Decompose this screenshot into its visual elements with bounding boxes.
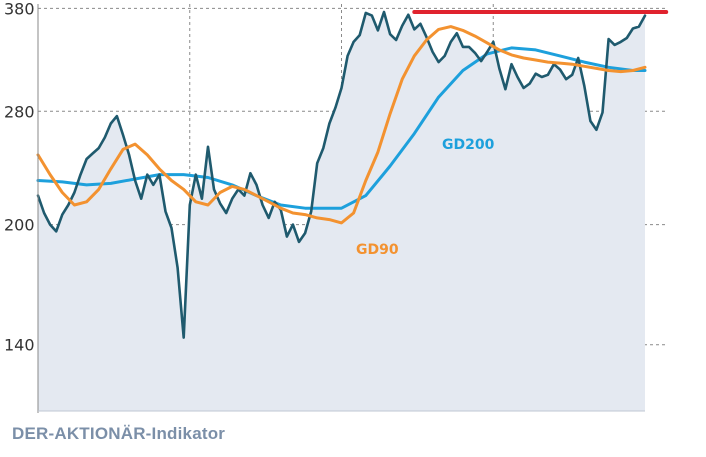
y-tick-label: 140 — [4, 336, 35, 355]
y-tick-label: 200 — [4, 216, 35, 235]
price-line — [36, 10, 647, 339]
series-lines — [36, 10, 669, 339]
y-tick-label: 380 — [4, 0, 35, 18]
y-tick-label: 280 — [4, 102, 35, 121]
gd200-label: GD200 — [442, 137, 495, 153]
indicator-label: DER-AKTIONÄR-Indikator — [12, 424, 226, 443]
gd90-label: GD90 — [356, 242, 399, 258]
series-labels: GD90 GD200 — [356, 137, 495, 258]
y-axis: 140 200 280 380 — [4, 0, 645, 413]
price-area — [38, 12, 645, 411]
price-area-fill — [38, 12, 645, 411]
gd90-line — [36, 25, 647, 225]
gd200-line — [36, 46, 647, 210]
